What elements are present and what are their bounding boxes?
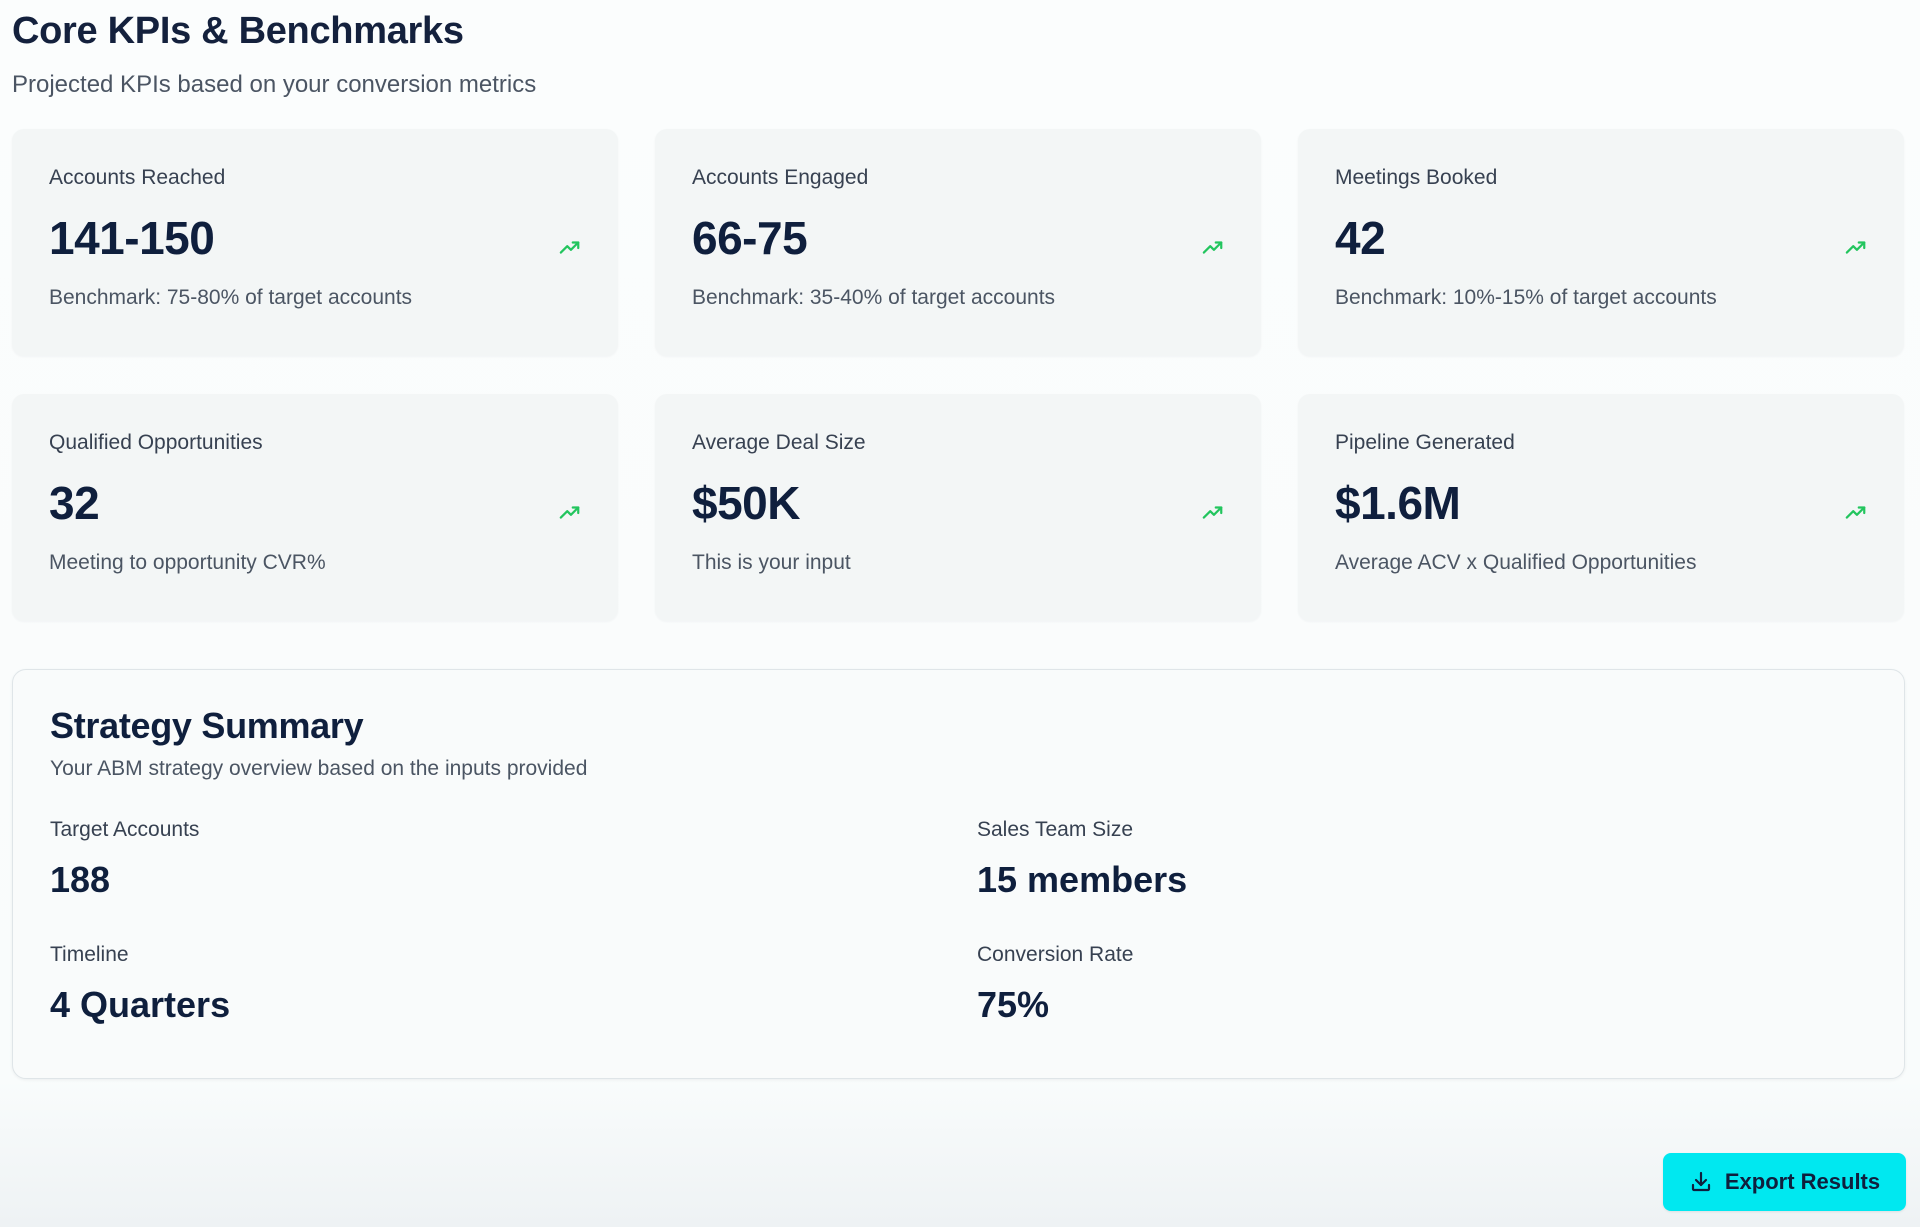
summary-title: Strategy Summary bbox=[50, 705, 364, 746]
kpi-label: Accounts Engaged bbox=[692, 166, 869, 189]
summary-item-sales-team-size: Sales Team Size 15 members bbox=[977, 819, 1867, 898]
summary-value: 75% bbox=[977, 984, 1050, 1025]
summary-grid: Target Accounts 188 Sales Team Size 15 m… bbox=[50, 819, 1867, 1023]
kpi-value: 66-75 bbox=[692, 212, 808, 264]
kpi-label: Pipeline Generated bbox=[1335, 431, 1515, 454]
kpi-benchmark: Benchmark: 10%-15% of target accounts bbox=[1335, 286, 1717, 309]
summary-item-timeline: Timeline 4 Quarters bbox=[50, 944, 977, 1023]
kpi-note: Average ACV x Qualified Opportunities bbox=[1335, 551, 1697, 574]
trending-up-icon bbox=[1845, 506, 1866, 519]
summary-label: Target Accounts bbox=[50, 818, 200, 841]
kpi-card-qualified-opportunities: Qualified Opportunities 32 Meeting to op… bbox=[12, 394, 618, 621]
kpi-label: Qualified Opportunities bbox=[49, 431, 263, 454]
kpi-card-meetings-booked: Meetings Booked 42 Benchmark: 10%-15% of… bbox=[1298, 129, 1904, 356]
page-header: Core KPIs & Benchmarks Projected KPIs ba… bbox=[12, 0, 536, 97]
kpi-value: 32 bbox=[49, 477, 100, 529]
kpi-card-accounts-engaged: Accounts Engaged 66-75 Benchmark: 35-40%… bbox=[655, 129, 1261, 356]
export-results-button[interactable]: Export Results bbox=[1663, 1153, 1906, 1211]
kpi-label: Accounts Reached bbox=[49, 166, 226, 189]
page-subtitle: Projected KPIs based on your conversion … bbox=[12, 71, 537, 98]
kpi-label: Meetings Booked bbox=[1335, 166, 1498, 189]
page-title: Core KPIs & Benchmarks bbox=[12, 10, 464, 52]
summary-item-conversion-rate: Conversion Rate 75% bbox=[977, 944, 1867, 1023]
summary-label: Conversion Rate bbox=[977, 943, 1134, 966]
summary-subtitle: Your ABM strategy overview based on the … bbox=[50, 757, 588, 780]
kpi-benchmark: Benchmark: 35-40% of target accounts bbox=[692, 286, 1056, 309]
download-icon bbox=[1691, 1171, 1710, 1192]
summary-label: Timeline bbox=[50, 943, 129, 966]
kpi-note: Meeting to opportunity CVR% bbox=[49, 551, 326, 574]
kpi-card-pipeline-generated: Pipeline Generated $1.6M Average ACV x Q… bbox=[1298, 394, 1904, 621]
kpi-label: Average Deal Size bbox=[692, 431, 866, 454]
trending-up-icon bbox=[1845, 241, 1866, 254]
trending-up-icon bbox=[559, 241, 580, 254]
trending-up-icon bbox=[1202, 506, 1223, 519]
kpi-note: This is your input bbox=[692, 551, 851, 574]
kpi-card-average-deal-size: Average Deal Size $50K This is your inpu… bbox=[655, 394, 1261, 621]
trending-up-icon bbox=[559, 506, 580, 519]
summary-value: 15 members bbox=[977, 859, 1188, 900]
kpi-grid: Accounts Reached 141-150 Benchmark: 75-8… bbox=[12, 129, 1905, 621]
summary-label: Sales Team Size bbox=[977, 818, 1134, 841]
kpi-value: $50K bbox=[692, 477, 800, 529]
trending-up-icon bbox=[1202, 241, 1223, 254]
summary-value: 188 bbox=[50, 859, 111, 900]
kpi-value: 42 bbox=[1335, 212, 1386, 264]
kpi-benchmark: Benchmark: 75-80% of target accounts bbox=[49, 286, 413, 309]
strategy-summary-card: Strategy Summary Your ABM strategy overv… bbox=[12, 669, 1905, 1079]
kpi-value: 141-150 bbox=[49, 212, 215, 264]
summary-item-target-accounts: Target Accounts 188 bbox=[50, 819, 977, 898]
kpi-card-accounts-reached: Accounts Reached 141-150 Benchmark: 75-8… bbox=[12, 129, 618, 356]
summary-value: 4 Quarters bbox=[50, 984, 231, 1025]
export-results-label: Export Results bbox=[1724, 1169, 1881, 1194]
kpi-value: $1.6M bbox=[1335, 477, 1461, 529]
